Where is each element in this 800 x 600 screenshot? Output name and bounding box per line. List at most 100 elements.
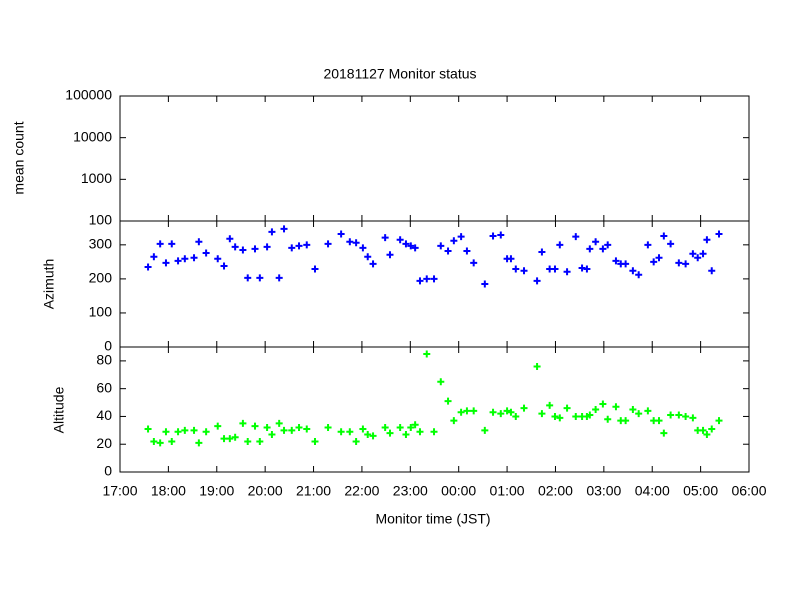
data-point [150, 253, 158, 261]
data-point [280, 426, 288, 434]
y-tick-label: 1000 [81, 170, 112, 186]
data-point [226, 435, 234, 443]
data-point [520, 404, 528, 412]
data-point [572, 233, 580, 241]
data-point [489, 232, 497, 240]
data-point [699, 426, 707, 434]
x-tick-label: 05:00 [683, 483, 718, 499]
data-point [303, 425, 311, 433]
data-point [583, 265, 591, 273]
data-point [592, 406, 600, 413]
data-point [288, 244, 296, 252]
data-point [416, 277, 424, 285]
data-point [174, 428, 182, 436]
data-point [512, 412, 520, 420]
x-tick-label: 20:00 [248, 483, 283, 499]
y-tick-label: 200 [89, 270, 113, 286]
data-point [622, 417, 630, 425]
data-point [231, 433, 239, 441]
data-point [324, 424, 332, 432]
x-tick-label: 17:00 [102, 483, 137, 499]
data-point [214, 422, 222, 430]
x-tick-label: 02:00 [538, 483, 573, 499]
plot-frame [119, 220, 750, 348]
data-point [256, 274, 264, 282]
data-point [174, 257, 182, 265]
data-point [715, 417, 723, 425]
data-point [423, 275, 431, 283]
data-point [675, 411, 683, 419]
data-point [268, 431, 276, 438]
y-tick-label: 100 [89, 304, 113, 320]
y-tick-label: 100000 [65, 87, 112, 103]
plot-frame [119, 95, 750, 222]
data-point [359, 244, 367, 252]
chart-title: 20181127 Monitor status [323, 66, 476, 82]
data-point [402, 240, 410, 248]
data-point [295, 424, 303, 432]
data-point [694, 254, 702, 262]
data-point [263, 243, 271, 251]
data-point [195, 238, 203, 246]
data-point [337, 230, 345, 238]
data-point [450, 237, 458, 245]
data-point [660, 232, 668, 240]
data-point [263, 424, 271, 432]
data-point [150, 437, 158, 445]
data-point [144, 263, 152, 271]
data-point [220, 262, 228, 270]
data-point [512, 265, 520, 273]
data-point [497, 410, 505, 418]
x-tick-label: 18:00 [151, 483, 186, 499]
data-point [682, 412, 690, 420]
x-tick-label: 04:00 [635, 483, 670, 499]
data-point [592, 238, 600, 246]
data-point [311, 265, 319, 273]
data-point [168, 437, 176, 445]
data-point [268, 228, 276, 236]
y-tick-label: 0 [104, 463, 112, 479]
data-point [369, 432, 377, 440]
data-point [635, 271, 643, 279]
data-point [604, 415, 612, 423]
y-axis-label: mean count [11, 121, 27, 194]
data-point [156, 240, 164, 248]
data-point [295, 242, 303, 250]
data-point [430, 275, 438, 283]
data-point [533, 277, 541, 285]
x-tick-label: 06:00 [731, 483, 766, 499]
data-point [381, 424, 389, 432]
y-tick-label: 20 [96, 435, 112, 451]
data-point [655, 417, 663, 425]
data-point [251, 422, 259, 430]
data-point [463, 407, 471, 415]
data-point [556, 414, 564, 422]
data-point [650, 258, 658, 266]
data-point [156, 439, 164, 447]
data-point [586, 245, 594, 253]
data-point [396, 424, 404, 432]
x-tick-label: 03:00 [586, 483, 621, 499]
data-point [470, 259, 478, 267]
data-point [551, 265, 559, 273]
y-tick-label: 0 [104, 338, 112, 354]
data-point [563, 404, 571, 412]
data-point [386, 251, 394, 259]
data-point [667, 411, 675, 419]
data-point [144, 425, 152, 433]
data-point [660, 429, 668, 437]
data-point [346, 238, 354, 246]
data-point [556, 241, 564, 249]
data-point [352, 437, 360, 445]
data-point [280, 225, 288, 233]
data-point [214, 255, 222, 263]
data-point [181, 255, 189, 263]
y-tick-label: 40 [96, 407, 112, 423]
data-point [546, 401, 554, 409]
data-point [551, 412, 559, 420]
data-point [181, 426, 189, 434]
x-axis-label: Monitor time (JST) [375, 511, 490, 527]
data-point [635, 410, 643, 418]
data-point [303, 241, 311, 249]
